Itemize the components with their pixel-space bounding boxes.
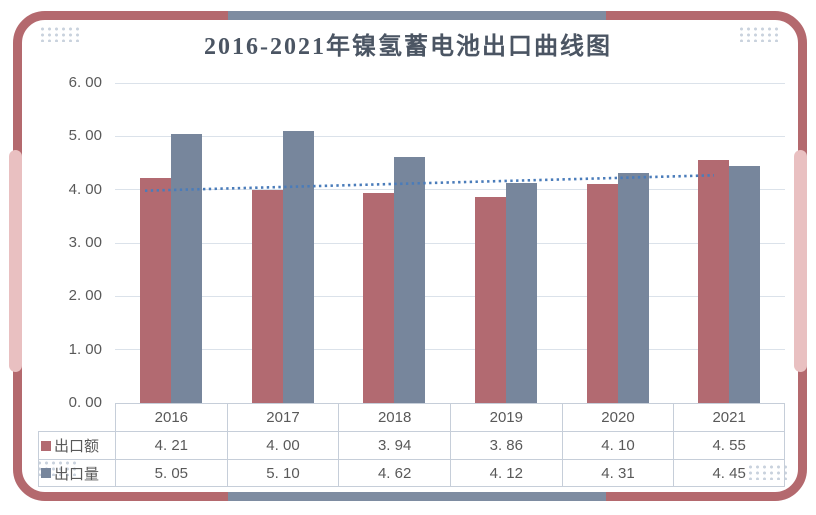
chart-title: 2016-2021年镍氢蓄电池出口曲线图 bbox=[204, 34, 612, 60]
table-year-header: 2020 bbox=[561, 403, 674, 431]
table-year-header: 2019 bbox=[449, 403, 562, 431]
bar-export-volume-2019 bbox=[505, 183, 537, 403]
y-axis-tick-label: 2. 00 bbox=[68, 287, 102, 305]
corner-dots-top-right-icon bbox=[737, 25, 778, 42]
legend-label: 出口量 bbox=[54, 465, 100, 483]
frame-pill-left bbox=[9, 150, 22, 372]
table-corner-cell bbox=[38, 403, 115, 431]
table-year-header: 2016 bbox=[115, 403, 227, 431]
gridline bbox=[115, 82, 785, 84]
legend-marker-export-volume-icon bbox=[41, 468, 51, 478]
table-year-header: 2021 bbox=[673, 403, 785, 431]
gridline bbox=[115, 295, 785, 297]
y-axis-tick-label: 6. 00 bbox=[68, 74, 102, 91]
y-axis-tick-label: 3. 00 bbox=[68, 234, 102, 251]
bar-export-volume-2016 bbox=[170, 133, 202, 403]
table-value-cell: 4. 55 bbox=[673, 431, 785, 459]
frame-pill-right bbox=[794, 150, 807, 372]
frame-accent-bottom bbox=[228, 492, 606, 501]
table-value-cell: 4. 31 bbox=[561, 459, 674, 487]
bar-export-value-2018 bbox=[363, 192, 395, 403]
bar-export-value-2021 bbox=[698, 160, 730, 403]
legend-marker-export-value-icon bbox=[41, 440, 51, 451]
table-value-cell: 4. 45 bbox=[673, 459, 785, 487]
bar-export-value-2017 bbox=[251, 189, 283, 403]
y-axis-tick-label: 5. 00 bbox=[68, 127, 102, 145]
bar-export-value-2020 bbox=[586, 184, 618, 403]
y-axis-tick-label: 1. 00 bbox=[68, 340, 102, 358]
gridline bbox=[115, 189, 785, 191]
table-value-cell: 4. 00 bbox=[226, 431, 339, 459]
gridline bbox=[115, 349, 785, 351]
table-value-cell: 4. 62 bbox=[338, 459, 450, 487]
bar-export-volume-2021 bbox=[729, 165, 761, 403]
bar-export-volume-2020 bbox=[617, 173, 649, 403]
y-axis-tick-label: 0. 00 bbox=[68, 394, 102, 411]
table-value-cell: 3. 94 bbox=[338, 431, 450, 459]
frame-accent-top bbox=[228, 11, 606, 20]
table-value-cell: 4. 10 bbox=[561, 431, 674, 459]
table-value-cell: 3. 86 bbox=[449, 431, 562, 459]
gridline bbox=[115, 242, 785, 244]
legend-key-export-volume: 出口量 bbox=[38, 459, 115, 487]
table-year-header: 2017 bbox=[226, 403, 339, 431]
y-axis-tick-label: 4. 00 bbox=[68, 180, 102, 198]
table-value-cell: 4. 12 bbox=[449, 459, 562, 487]
bar-export-volume-2018 bbox=[394, 156, 426, 403]
table-value-cell: 5. 10 bbox=[226, 459, 339, 487]
bar-export-volume-2017 bbox=[282, 131, 314, 403]
table-year-header: 2018 bbox=[338, 403, 450, 431]
table-value-cell: 4. 21 bbox=[115, 431, 227, 459]
bar-export-value-2016 bbox=[139, 178, 171, 403]
corner-dots-top-left-icon bbox=[38, 25, 79, 42]
table-value-cell: 5. 05 bbox=[115, 459, 227, 487]
gridline bbox=[115, 135, 785, 137]
legend-label: 出口额 bbox=[54, 438, 100, 455]
corner-dots-bottom-right-icon bbox=[746, 463, 787, 480]
bar-export-value-2019 bbox=[474, 197, 506, 403]
data-table: 2016 2017 2018 2019 2020 2021 出口额 4. 21 4. 00 3. … bbox=[38, 403, 785, 487]
legend-key-export-value: 出口额 bbox=[38, 431, 115, 459]
